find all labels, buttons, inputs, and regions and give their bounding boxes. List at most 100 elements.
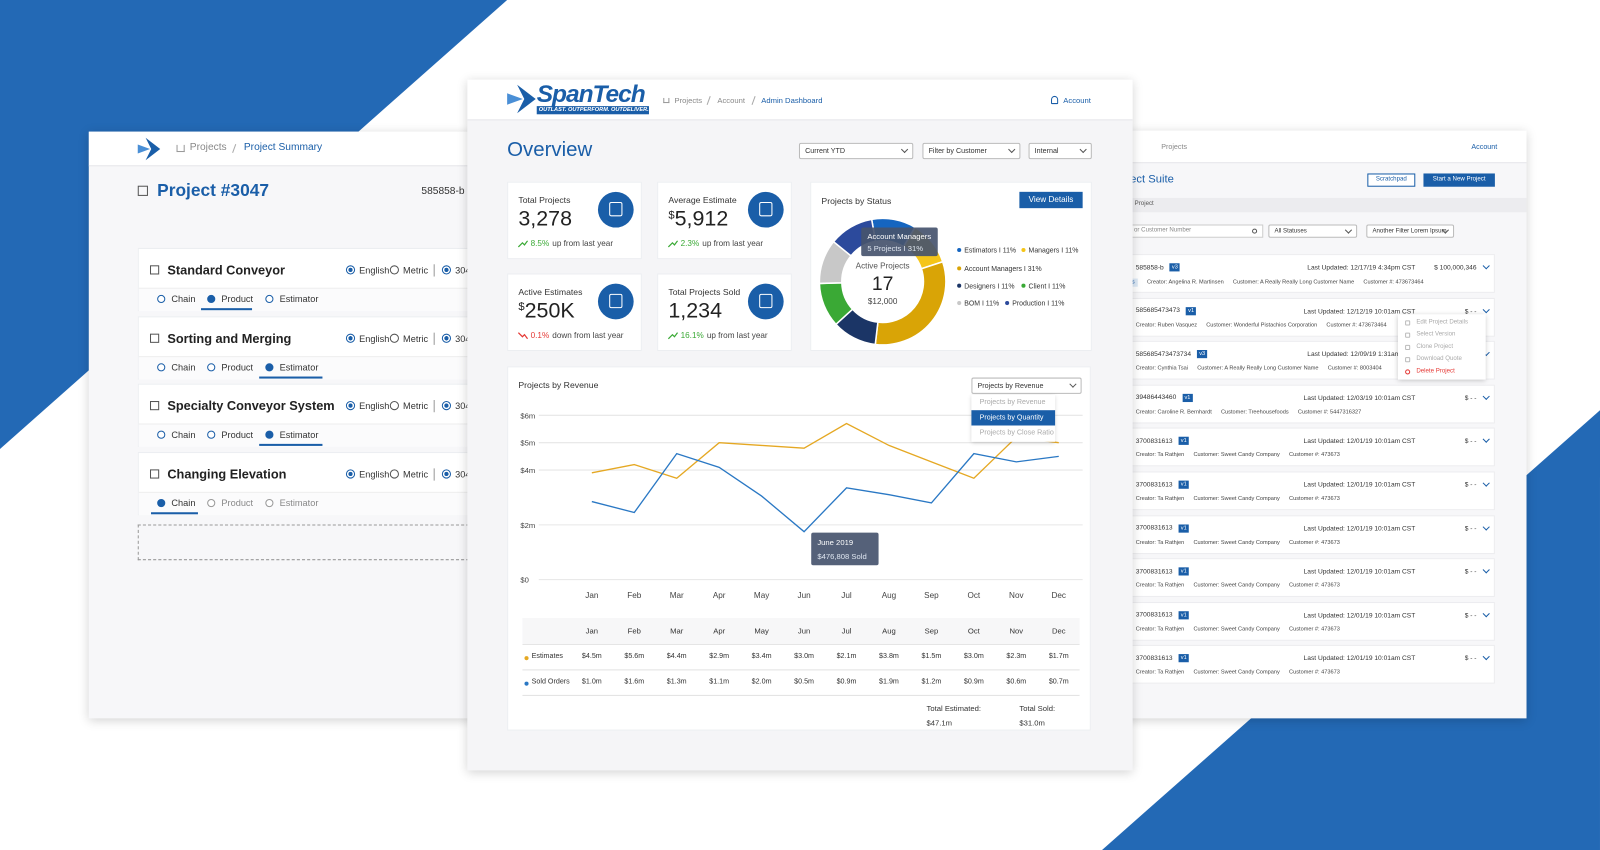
tab-label[interactable]: Chain [171,361,196,372]
legend-dot [524,656,529,661]
breadcrumb-link[interactable]: Account [717,95,746,106]
radio[interactable] [441,333,452,343]
account-link[interactable]: Account [1471,143,1498,152]
line-chart: $0 $2m $4m $5m $6m Jan Feb Mar Apr May Jun Jul Aug Se… [520,411,1083,600]
tab-label[interactable]: Product [221,361,254,372]
tab-label[interactable]: Estimator [279,361,319,372]
radio[interactable] [345,333,356,343]
tooltip-title: Account Managers [867,231,932,241]
item-name[interactable]: Specialty Conveyor System [167,398,335,414]
dropdown-option[interactable]: Projects by Close Ratio [971,425,1056,441]
logo-shape [507,93,523,105]
dropdown-option[interactable]: Projects by Quantity [971,410,1056,426]
amount: $ - - [1464,655,1477,663]
tab-label[interactable]: Estimator [279,293,319,305]
row-line: Creator: Ta Rathjen Customer: Sweet Candy… [1136,583,1340,589]
table-row-name: Estimates [531,653,563,661]
account-link[interactable]: Account [1063,95,1091,106]
radio[interactable] [389,468,399,479]
radio[interactable] [441,265,452,275]
radio[interactable] [389,265,399,275]
table-cell: $0.6m [1006,678,1027,686]
menu-item[interactable]: Delete Project [1416,368,1455,375]
project-row[interactable]: 3700831613 v1 Last Updated: 12/01/19 10:01… [1122,601,1495,641]
tab-label[interactable]: Chain [171,497,196,508]
radio[interactable] [441,468,452,479]
row-meta: Customer: A Really Really Long Customer … [1232,279,1355,286]
legend-label: Managers I 11% [1029,248,1079,255]
divider [433,264,435,277]
select[interactable]: All Statuses [1268,224,1358,238]
radio[interactable] [389,333,399,343]
tab-label[interactable]: Product [221,497,254,508]
project-row[interactable]: 39486443460 v1 Last Updated: 12/03/19 10:0… [1122,384,1495,424]
trend-arrow [667,332,679,340]
total-label: Total Estimated: [926,704,981,714]
menu-item[interactable]: Download Quote [1416,356,1462,363]
item-card: Sorting and Merging English Metric 304 Chain… [137,315,477,380]
table-cell: $5.6m [624,653,645,661]
breadcrumb-link[interactable]: Projects [189,141,227,154]
row-meta: Customer: Treehousefoods [1221,408,1289,416]
project-row[interactable]: 3700831613 v1 Last Updated: 12/01/19 10:01… [1122,645,1495,685]
row-meta: Customer: Sweet Candy Company [1193,539,1280,546]
menu-item[interactable]: Select Version [1416,331,1456,338]
radio[interactable] [345,265,356,275]
project-row[interactable]: 3700831613 v1 Last Updated: 12/01/19 10:01… [1122,514,1495,554]
version-badge: v3 [1169,263,1180,272]
row-meta: Customer: Sweet Candy Company [1193,582,1280,589]
radio[interactable] [345,401,356,411]
button[interactable]: View Details [1019,191,1083,209]
project-id: 585685473473734 [1135,350,1192,358]
project-row[interactable]: 3700831613 v1 Last Updated: 12/01/19 10:01… [1122,558,1495,598]
row-meta: Creator: Ta Rathjen [1135,669,1185,676]
select-text: Current YTD [805,147,846,155]
button[interactable]: Scratchpad [1367,173,1416,187]
project-id: 585858-b [421,185,465,197]
radio[interactable] [345,468,356,479]
button[interactable]: Start a New Project [1423,173,1495,187]
select[interactable]: Current YTD [798,142,914,160]
project-row[interactable]: 3700831613 v1 Last Updated: 12/01/19 10:01… [1122,427,1495,467]
kpi-label: Active Estimates [518,286,583,297]
kpi-change-row: 2.3% up from last year [681,239,763,248]
tab-label[interactable]: Estimator [279,429,319,440]
kpi-label: Total Projects Sold [668,286,741,297]
project-row[interactable]: 3700831613 v1 Last Updated: 12/01/19 10:01… [1122,471,1495,511]
donut-chart: Active Projects 17 $12,000 Estimators I 11%… [818,217,1079,346]
breadcrumb-link[interactable]: Projects [674,95,703,106]
project-id: 585858-b [1135,263,1164,271]
item-name[interactable]: Standard Conveyor [167,263,286,278]
menu-item[interactable]: Edit Project Details [1416,319,1469,326]
search-box[interactable]: Name, Creator, or Customer Number [1122,224,1264,238]
tab-label[interactable]: Chain [171,293,196,305]
table-header: Aug [882,626,896,636]
caret [1482,566,1490,574]
breadcrumb-link[interactable]: Projects [1161,143,1188,152]
item-name[interactable]: Changing Elevation [167,466,287,482]
table-cell: $1.2m [921,678,942,686]
y-tick-label: $6m [520,411,535,420]
row-meta: Creator: Ta Rathjen [1135,495,1185,503]
x-tick-label: Oct [968,591,981,600]
radio[interactable] [389,401,399,411]
item-name[interactable]: Sorting and Merging [167,331,292,346]
menu-item[interactable]: Clone Project [1416,343,1454,350]
select[interactable]: Another Filter Lorem Ipsum [1366,224,1455,238]
tab-row [138,491,477,515]
select[interactable]: Projects by Revenue [971,377,1082,394]
item-card: Specialty Conveyor System English Metric 30… [137,383,477,447]
series-line [591,422,1059,480]
x-tick-label: Apr [713,591,726,600]
tab-label[interactable]: Product [221,293,254,305]
select[interactable]: Internal [1028,142,1092,160]
radio[interactable] [441,401,452,411]
tab-label[interactable]: Chain [171,429,196,440]
project-row[interactable]: 585858-b v3 Last Updated: 12/17/19 4:34pm … [1122,254,1495,293]
select[interactable]: Filter by Customer [922,142,1021,160]
dropdown-option[interactable]: Projects by Revenue [971,394,1056,411]
tab-label[interactable]: Product [221,429,254,440]
row-line: 3700831613 v1 [1136,567,1189,576]
table-cell: $0.7m [1048,678,1069,686]
tab-label[interactable]: Estimator [279,497,319,508]
